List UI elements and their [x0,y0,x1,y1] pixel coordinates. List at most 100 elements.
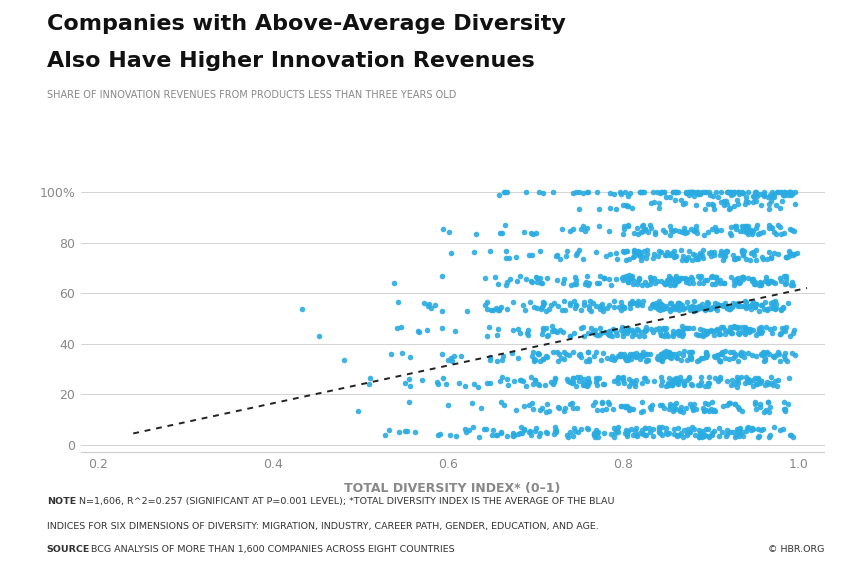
Point [599,405,613,414]
Point [572,205,586,214]
Point [632,248,645,257]
Point [677,200,690,209]
Point [768,305,781,314]
Point [677,377,690,386]
Point [693,432,706,441]
Point [599,251,613,260]
Point [638,188,651,197]
Point [570,301,583,310]
Point [721,200,734,209]
Point [604,429,617,438]
Point [741,348,755,357]
Point [618,403,632,412]
Point [710,350,723,359]
Point [678,324,692,333]
Point [431,430,445,439]
Point [601,398,615,407]
Point [564,428,577,437]
Point [539,306,552,315]
Point [757,304,771,313]
Point [394,322,407,331]
Point [629,299,643,308]
Point [718,354,732,363]
Point [549,428,563,437]
Point [771,250,785,259]
Point [694,252,707,261]
Point [746,248,760,257]
Point [779,253,793,262]
Point [615,376,629,385]
Point [652,424,666,433]
Point [698,406,711,415]
Point [545,301,558,310]
Point [699,329,712,338]
Point [643,221,657,230]
Text: Companies with Above-Average Diversity: Companies with Above-Average Diversity [47,14,565,34]
Point [628,351,642,360]
Point [727,322,740,331]
Point [570,403,584,412]
Point [741,221,755,230]
Point [782,247,796,256]
Point [745,326,759,335]
Point [633,355,647,364]
Point [652,246,666,255]
Point [536,325,549,334]
Point [732,432,745,441]
Point [435,271,449,280]
Point [728,432,741,441]
Point [626,280,640,289]
Point [741,197,755,206]
Point [611,373,625,382]
Point [692,301,706,310]
Point [671,277,684,285]
Point [435,324,449,333]
Point [694,378,707,387]
Point [641,376,654,385]
Point [636,221,649,230]
Point [742,375,756,384]
Point [534,429,547,438]
Point [704,327,717,336]
Point [579,356,592,365]
Point [676,432,689,441]
Point [498,188,512,197]
Point [672,326,686,335]
Point [535,305,548,314]
Point [756,255,769,264]
Point [774,330,787,339]
Point [509,252,523,261]
Point [619,327,632,336]
Point [716,255,729,264]
Point [642,355,655,364]
Point [540,324,553,333]
Point [677,224,690,233]
Point [711,192,724,201]
Point [524,228,538,237]
Point [726,298,740,307]
Point [749,405,762,414]
Point [717,279,731,288]
Point [749,279,762,288]
Point [652,302,666,311]
Point [718,329,732,338]
Point [708,279,722,288]
Point [688,302,702,311]
Point [751,192,764,201]
Point [624,273,638,282]
Point [654,429,667,438]
Point [653,188,666,197]
Point [661,276,675,285]
Point [515,428,529,437]
Point [694,190,707,199]
Point [619,356,632,365]
Point [635,252,649,261]
Point [671,378,684,387]
Point [594,328,608,337]
Point [761,398,774,407]
Point [496,228,509,237]
Point [592,222,606,231]
Point [668,274,682,283]
Point [468,380,481,389]
Point [526,405,540,414]
